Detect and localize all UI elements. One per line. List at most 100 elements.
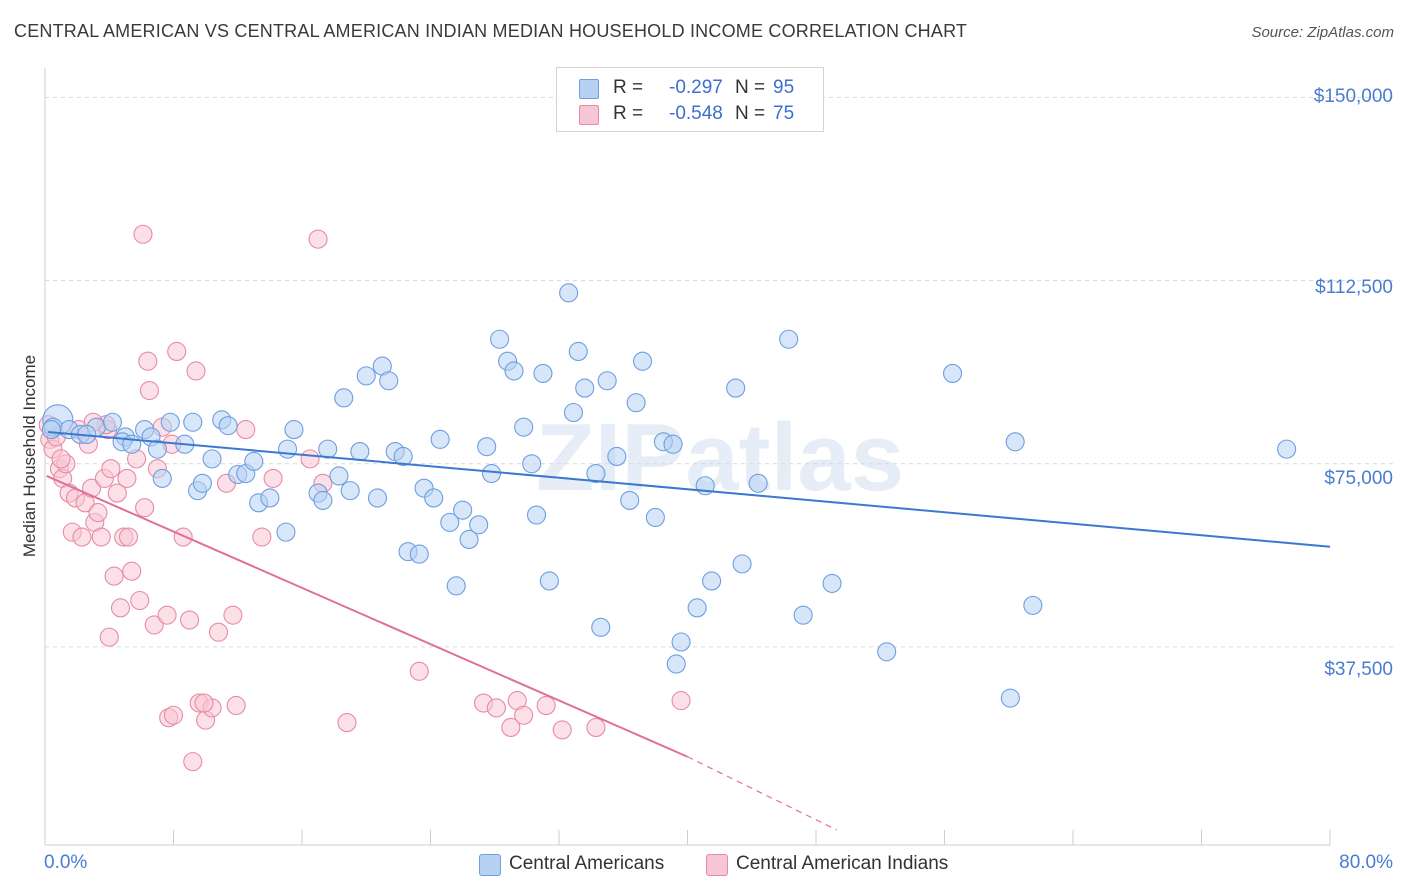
pink-data-point	[118, 527, 139, 547]
blue-data-point	[244, 451, 264, 471]
blue-data-point	[350, 442, 370, 462]
y-tick-label: $150,000	[1313, 86, 1393, 107]
blue-data-point	[539, 571, 559, 591]
source-note: Source: ZipAtlas.com	[1251, 24, 1394, 41]
x-axis	[44, 68, 1331, 846]
pink-data-point	[122, 561, 142, 581]
pink-data-point	[110, 598, 131, 618]
blue-data-point	[632, 351, 653, 371]
blue-data-point	[260, 488, 280, 508]
blue-data-point	[504, 361, 524, 381]
n-value: 95	[773, 77, 795, 98]
n-value: 75	[773, 103, 795, 124]
pink-data-point	[263, 468, 283, 488]
y-tick-label: $37,500	[1324, 659, 1393, 680]
blue-data-point	[430, 429, 450, 449]
y-tick-label: $75,000	[1324, 468, 1393, 489]
pink-data-point	[226, 695, 246, 716]
pink-data-point	[157, 605, 177, 625]
blue-swatch	[579, 79, 599, 99]
pink-data-point	[308, 229, 328, 249]
pink-swatch	[579, 105, 599, 125]
blue-data-point	[152, 468, 172, 488]
blue-data-point	[1000, 688, 1020, 708]
pink-data-point	[186, 361, 206, 381]
y-tick-label: $112,500	[1315, 277, 1393, 298]
blue-data-point	[453, 500, 473, 520]
pink-data-point	[144, 615, 164, 635]
blue-data-point	[356, 366, 376, 386]
blue-data-point	[522, 454, 542, 474]
blue-data-point	[102, 412, 123, 432]
blue-data-point	[1277, 439, 1297, 459]
blue-data-point	[626, 393, 646, 413]
pink-data-point	[88, 503, 108, 523]
pink-data-point	[208, 622, 229, 642]
pink-data-point	[130, 590, 150, 611]
blue-data-point	[284, 420, 304, 440]
blue-data-point	[793, 605, 813, 625]
blue-data-point	[514, 417, 534, 437]
blue-data-point	[318, 439, 338, 459]
blue-data-point	[459, 529, 479, 550]
trend-line-extension	[687, 756, 838, 831]
blue-data-point	[477, 437, 497, 457]
blue-data-point	[702, 571, 722, 591]
pink-data-point	[104, 566, 124, 586]
pink-swatch	[706, 854, 728, 876]
blue-data-point	[597, 371, 617, 391]
r-value: -0.297	[669, 77, 723, 98]
pink-data-point	[586, 717, 606, 738]
blue-data-point	[379, 371, 399, 391]
pink-data-point	[409, 661, 429, 681]
pink-data-point	[536, 695, 556, 716]
legend-label: Central American Indians	[736, 853, 949, 874]
blue-data-point	[41, 420, 61, 440]
trend-line-central-americans	[48, 431, 1331, 548]
blue-data-point	[446, 576, 466, 596]
pink-data-point	[183, 752, 203, 772]
blue-data-point	[732, 554, 752, 574]
blue-data-point	[748, 473, 768, 493]
legend-label: Central Americans	[509, 853, 665, 874]
blue-data-point	[481, 463, 502, 484]
blue-data-point	[202, 449, 222, 469]
pink-data-point	[552, 720, 572, 740]
stats-box: R = -0.297 N = 95 R = -0.548 N = 75	[556, 67, 824, 132]
blue-data-point	[779, 329, 799, 349]
blue-data-point	[192, 473, 212, 493]
pink-data-point	[173, 527, 193, 547]
blue-data-point	[469, 515, 489, 535]
blue-data-point	[620, 490, 640, 510]
pink-data-point	[252, 527, 272, 547]
blue-data-point	[122, 434, 142, 454]
blue-data-point	[533, 363, 553, 383]
pink-data-point	[514, 705, 534, 725]
pink-data-point	[163, 705, 184, 725]
blue-data-point	[147, 439, 167, 459]
pink-data-point	[300, 449, 320, 469]
r-value: -0.548	[669, 103, 723, 124]
blue-data-point	[822, 573, 842, 593]
blue-data-point	[329, 466, 349, 486]
blue-data-point	[1005, 432, 1025, 452]
trend-lines	[46, 431, 1331, 831]
blue-data-point	[277, 439, 298, 459]
pink-data-point	[138, 351, 158, 371]
blue-data-point	[563, 402, 584, 423]
blue-data-point	[160, 412, 180, 432]
blue-data-point	[490, 329, 510, 349]
pink-data-point	[194, 693, 214, 713]
pink-data-point	[135, 498, 155, 518]
pink-data-point	[671, 691, 691, 711]
blue-data-point	[942, 363, 963, 383]
trend-line-central-american-indians	[46, 475, 688, 758]
blue-data-point	[663, 434, 683, 454]
pink-data-point	[99, 627, 119, 647]
pink-data-point	[91, 527, 111, 547]
blue-data-point	[607, 446, 627, 466]
pink-data-point	[107, 483, 127, 503]
blue-data-point	[645, 507, 665, 528]
blue-data-point	[334, 388, 354, 408]
